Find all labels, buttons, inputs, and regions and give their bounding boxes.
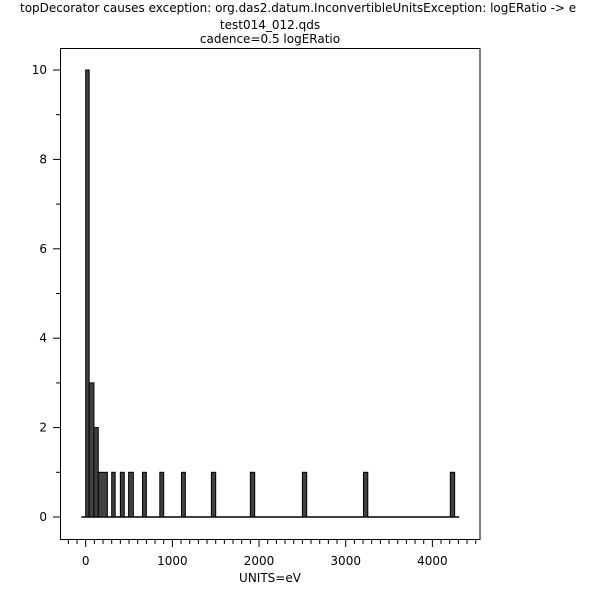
histogram-bar xyxy=(141,471,147,518)
plot-frame xyxy=(60,48,481,540)
histogram-bar xyxy=(180,471,186,518)
y-tick-label: 2 xyxy=(39,421,47,435)
x-tick-label: 1000 xyxy=(157,554,188,568)
histogram-bar xyxy=(159,471,165,518)
histogram-bar xyxy=(449,471,456,518)
chart-title: test014_012.qds xyxy=(220,18,320,32)
histogram-bar xyxy=(119,471,125,518)
histogram-bar xyxy=(88,382,95,518)
y-tick-label: 8 xyxy=(39,152,47,166)
histogram-bar xyxy=(210,471,217,518)
x-tick-label: 4000 xyxy=(417,554,448,568)
x-tick-label: 0 xyxy=(82,554,90,568)
histogram-bar xyxy=(93,427,99,518)
histogram-bar xyxy=(85,69,90,518)
y-axis: 0 2 4 6 8 10 xyxy=(32,63,60,524)
y-tick-label: 6 xyxy=(39,242,47,256)
bars xyxy=(81,69,460,518)
histogram-bar xyxy=(111,471,116,518)
y-tick-label: 4 xyxy=(39,331,47,345)
histogram-bar xyxy=(128,471,134,518)
x-tick-label: 2000 xyxy=(244,554,275,568)
histogram-bar xyxy=(249,471,256,518)
histogram-bar xyxy=(362,471,369,518)
histogram-bar xyxy=(301,471,308,518)
y-tick-label: 10 xyxy=(32,63,47,77)
x-tick-label: 3000 xyxy=(330,554,361,568)
y-tick-label: 0 xyxy=(39,510,47,524)
x-axis: 0 1000 2000 3000 4000 xyxy=(67,540,477,568)
chart-subtitle: cadence=0.5 logERatio xyxy=(200,32,340,46)
error-message: topDecorator causes exception: org.das2.… xyxy=(20,1,576,15)
histogram-bar xyxy=(97,471,108,518)
x-axis-label: UNITS=eV xyxy=(239,571,302,585)
